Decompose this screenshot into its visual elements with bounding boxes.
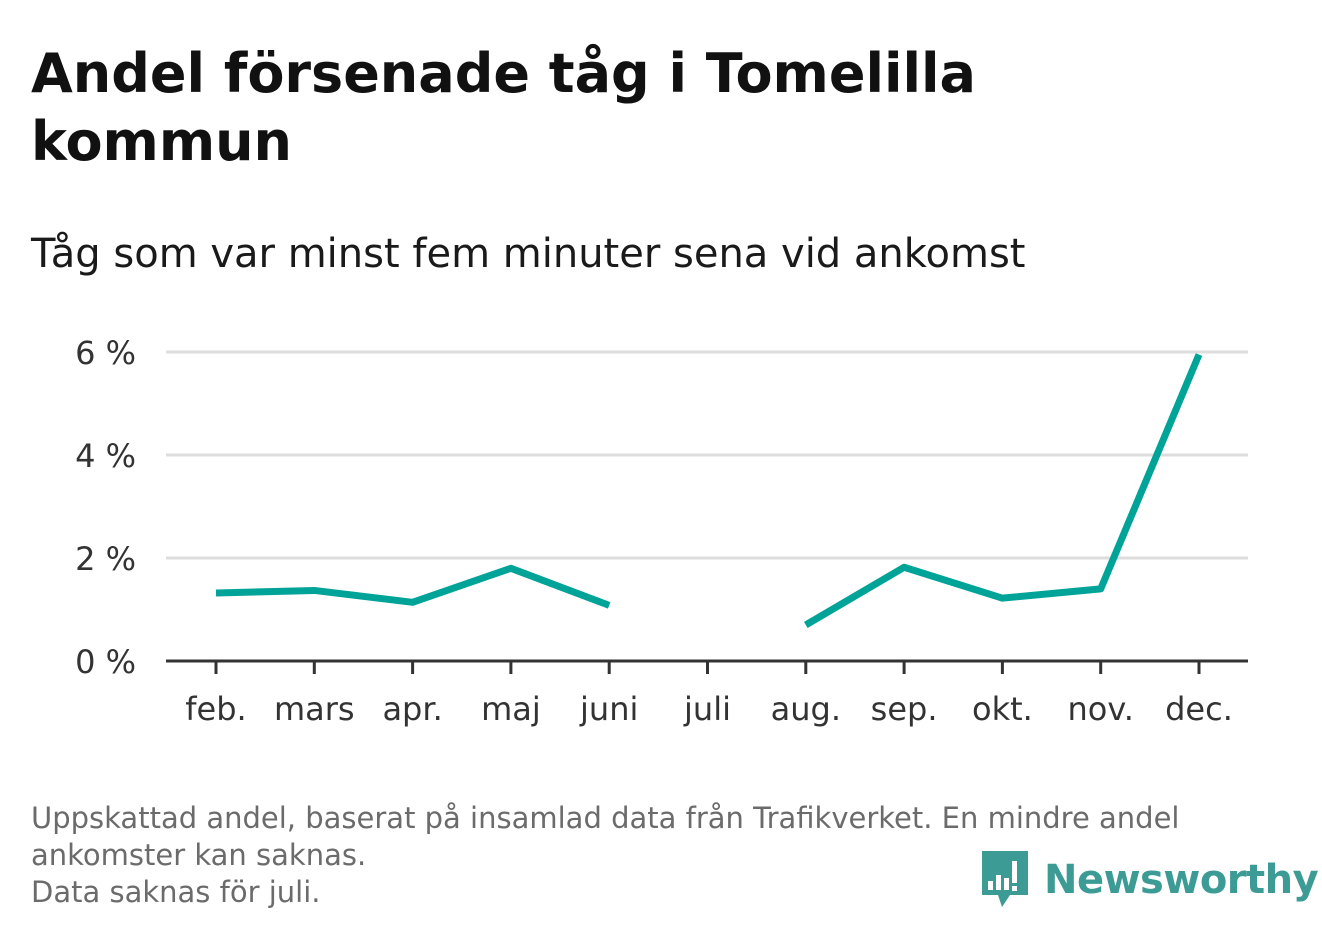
y-axis-ticks: 0 % 2 % 4 % 6 %	[75, 334, 136, 681]
x-tick-label: apr.	[382, 690, 442, 728]
x-tick-label: nov.	[1067, 690, 1133, 728]
y-tick-label: 4 %	[75, 437, 136, 475]
chart-title: Andel försenade tåg i Tomelilla kommun	[31, 42, 976, 173]
series-line-segment	[804, 353, 1203, 628]
y-tick-label: 2 %	[75, 540, 136, 578]
x-tick-label: dec.	[1165, 690, 1233, 728]
x-tick-label: feb.	[185, 690, 246, 728]
x-axis-ticks: feb. mars apr. maj juni juli aug. sep. okt. nov. d…	[185, 661, 1233, 728]
x-tick-label: sep.	[871, 690, 938, 728]
brand-name: Newsworthy	[1044, 857, 1319, 903]
series-lines	[215, 353, 1203, 628]
footnote: Uppskattad andel, baserat på insamlad da…	[31, 800, 1281, 911]
newsworthy-logo-icon	[982, 851, 1028, 907]
x-tick-label: juni	[579, 690, 638, 728]
x-tick-label: juli	[683, 690, 731, 728]
footnote-line: Uppskattad andel, baserat på insamlad da…	[31, 801, 1180, 835]
gridlines	[166, 350, 1248, 560]
chart-subtitle: Tåg som var minst fem minuter sena vid a…	[31, 231, 1026, 277]
footnote-line: ankomster kan saknas.	[31, 838, 367, 872]
footnote-line: Data saknas för juli.	[31, 875, 321, 909]
brand-logo: Newsworthy	[980, 850, 1319, 910]
x-tick-label: mars	[274, 690, 355, 728]
series-line-segment	[215, 564, 611, 609]
line-chart: 0 % 2 % 4 % 6 % feb. mars apr. maj juni juli aug.…	[75, 334, 1248, 728]
x-tick-label: maj	[481, 690, 541, 728]
y-tick-label: 6 %	[75, 334, 136, 372]
x-tick-label: okt.	[972, 690, 1033, 728]
y-tick-label: 0 %	[75, 643, 136, 681]
x-tick-label: aug.	[771, 690, 841, 728]
